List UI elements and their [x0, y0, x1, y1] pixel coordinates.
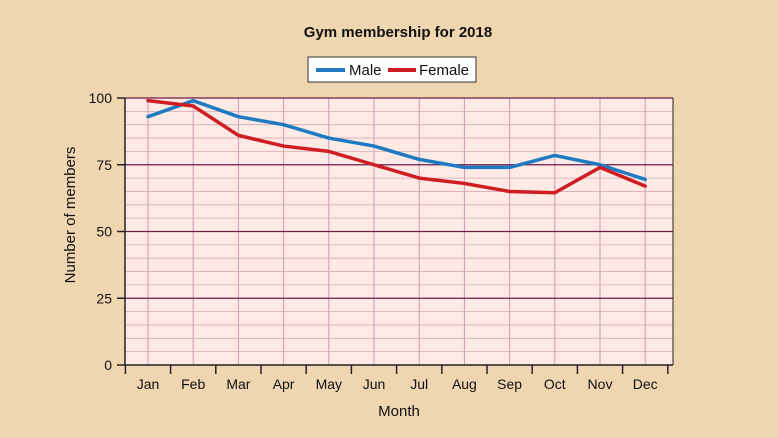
x-tick-label-oct: Oct [544, 376, 566, 392]
x-tick-labels: Jan Feb Mar Apr May Jun Jul Aug Sep Oct Nov Dec [137, 376, 658, 392]
series-line-male [146, 98, 647, 182]
y-tick-label-0: 0 [104, 357, 112, 373]
legend: Male Female [307, 56, 477, 83]
chart-title: Gym membership for 2018 [304, 24, 492, 41]
x-tick-label-apr: Apr [273, 376, 295, 392]
grid [125, 97, 673, 365]
y-tick-label-25: 25 [96, 290, 112, 306]
x-tick-label-may: May [316, 376, 342, 392]
x-tick-label-jul: Jul [410, 376, 428, 392]
x-tick-label-nov: Nov [588, 376, 613, 392]
x-tick-label-mar: Mar [226, 376, 250, 392]
x-axis-label: Month [378, 403, 420, 420]
x-tick-label-feb: Feb [181, 376, 205, 392]
y-tick-label-100: 100 [89, 90, 113, 106]
legend-label-male: Male [349, 62, 382, 79]
x-tick-label-jun: Jun [363, 376, 386, 392]
axes [117, 97, 674, 374]
x-tick-label-jan: Jan [137, 376, 160, 392]
series-lines [146, 98, 647, 195]
x-tick-label-sep: Sep [497, 376, 522, 392]
legend-label-female: Female [419, 62, 469, 79]
y-tick-labels: 0 25 50 75 100 [89, 90, 113, 373]
series-line-female [146, 98, 647, 195]
x-tick-label-aug: Aug [452, 376, 477, 392]
x-tick-label-dec: Dec [633, 376, 658, 392]
y-axis-label: Number of members [62, 147, 79, 284]
y-tick-label-75: 75 [96, 157, 112, 173]
y-tick-label-50: 50 [96, 224, 112, 240]
